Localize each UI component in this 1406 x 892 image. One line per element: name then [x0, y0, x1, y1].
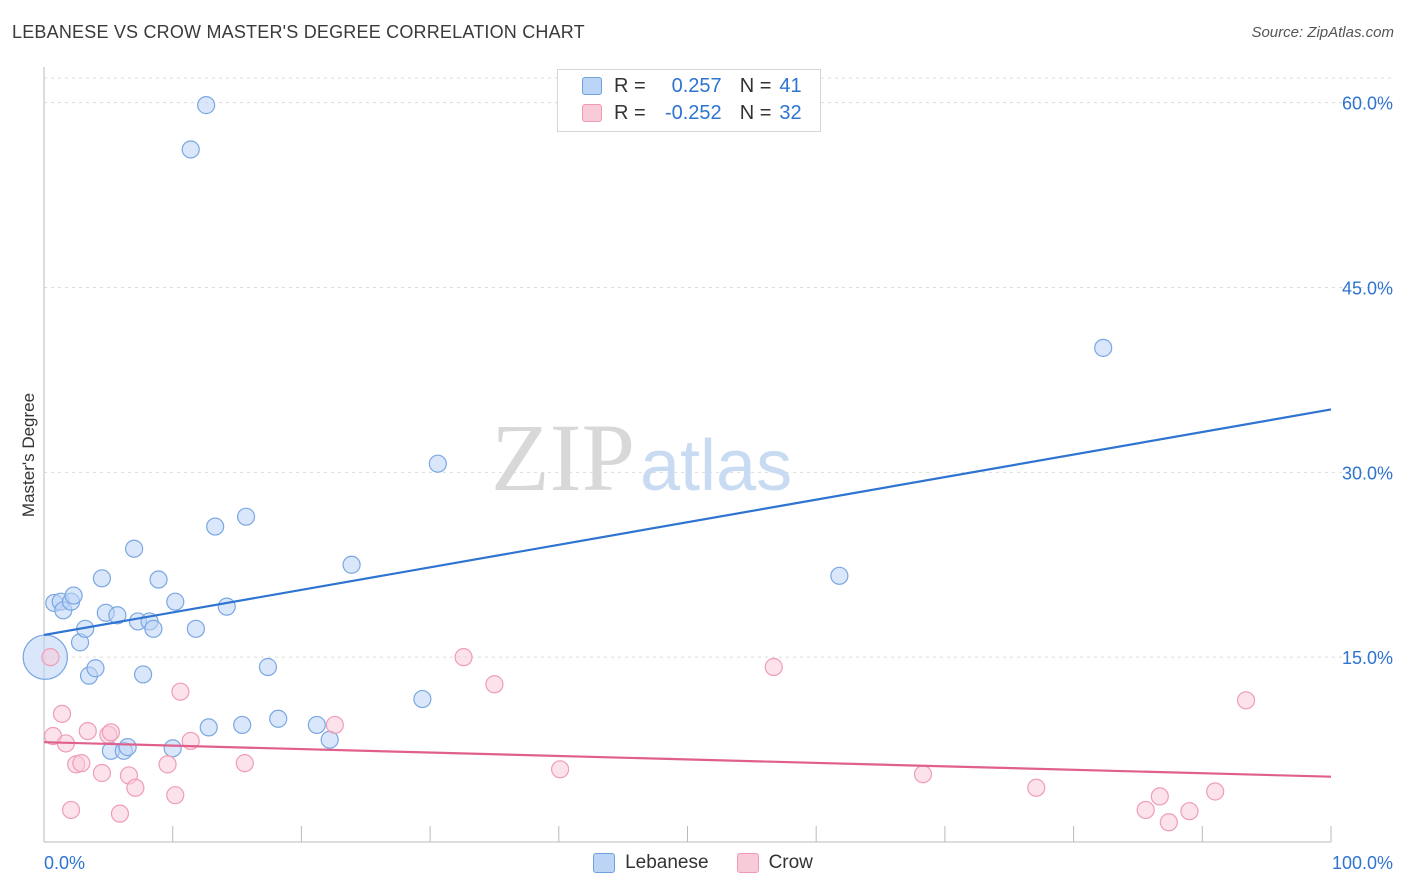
point-lebanese: [124, 539, 144, 558]
y-tick-label: 15.0%: [1342, 648, 1393, 668]
point-crow: [1136, 800, 1155, 820]
point-crow: [1206, 782, 1225, 801]
legend-swatch-lebanese: [582, 77, 602, 95]
watermark-zip: ZIP: [491, 404, 635, 511]
series-swatch-crow: [736, 853, 759, 873]
point-crow: [235, 754, 254, 773]
y-axis-label: Master's Degree: [19, 393, 38, 517]
point-lebanese: [236, 507, 256, 526]
legend-row-lebanese: R = 0.257 N = 41: [582, 74, 802, 98]
point-lebanese: [428, 454, 447, 473]
point-crow: [1027, 778, 1046, 797]
y-tick-label: 30.0%: [1342, 463, 1393, 483]
point-lebanese: [133, 665, 153, 684]
point-crow: [1236, 691, 1256, 710]
point-lebanese: [1094, 338, 1113, 357]
point-crow: [52, 704, 72, 723]
point-lebanese: [342, 555, 361, 574]
point-lebanese: [413, 689, 432, 709]
point-crow: [72, 754, 91, 773]
point-crow: [454, 648, 473, 667]
point-lebanese: [181, 140, 200, 159]
point-lebanese: [186, 619, 205, 638]
point-crow: [913, 765, 933, 784]
point-crow: [171, 682, 190, 701]
point-lebanese: [830, 566, 849, 585]
point-crow: [78, 721, 97, 741]
point-lebanese: [163, 739, 182, 758]
point-crow: [101, 723, 121, 742]
legend-r-label: R =: [614, 74, 646, 97]
x-tick-label-max: 100.0%: [1332, 853, 1393, 873]
series-legend: Lebanese Crow: [0, 852, 1406, 874]
point-lebanese: [269, 709, 288, 728]
point-crow: [1150, 787, 1169, 806]
source-label: Source: ZipAtlas.com: [1251, 24, 1394, 41]
point-lebanese: [144, 619, 163, 638]
point-lebanese: [307, 715, 326, 735]
point-crow: [92, 763, 112, 783]
trendline-lebanese: [43, 408, 1332, 637]
series-legend-crow[interactable]: Crow: [736, 852, 813, 874]
point-lebanese: [197, 96, 216, 115]
point-lebanese: [199, 718, 218, 737]
point-lebanese: [118, 738, 137, 757]
legend-row-crow: R = -0.252 N = 32: [582, 101, 802, 125]
point-lebanese: [233, 715, 252, 735]
legend-n-value: 41: [779, 74, 802, 97]
point-lebanese: [149, 570, 168, 589]
legend-n-value: 32: [779, 101, 802, 124]
correlation-legend: R = 0.257 N = 41 R = -0.252 N = 32: [557, 69, 821, 132]
series-label-lebanese: Lebanese: [625, 852, 709, 873]
point-crow: [325, 715, 344, 735]
legend-r-label: R =: [614, 101, 646, 124]
axes: [43, 67, 1332, 843]
point-lebanese: [108, 606, 127, 625]
point-crow: [166, 786, 185, 805]
legend-r-value: 0.257: [671, 74, 722, 97]
gridlines: [44, 77, 1395, 658]
y-tick-label: 45.0%: [1342, 278, 1393, 298]
point-crow: [485, 675, 504, 694]
point-crow: [61, 800, 81, 820]
x-tick-label-min: 0.0%: [44, 853, 85, 873]
point-crow: [1180, 802, 1199, 821]
point-crow: [1159, 813, 1178, 832]
series-legend-lebanese[interactable]: Lebanese: [593, 852, 709, 874]
point-lebanese: [258, 657, 278, 677]
trendline-crow: [43, 741, 1332, 778]
legend-n-label: N =: [739, 101, 772, 124]
legend-swatch-crow: [582, 104, 602, 122]
y-tick-label: 60.0%: [1342, 94, 1393, 114]
legend-n-label: N =: [739, 74, 772, 97]
point-lebanese: [86, 659, 105, 678]
chart-title: LEBANESE VS CROW MASTER'S DEGREE CORRELA…: [12, 22, 585, 42]
point-lebanese: [64, 586, 83, 605]
point-lebanese: [206, 517, 225, 536]
point-crow: [126, 778, 145, 797]
point-crow: [764, 657, 783, 677]
watermark: ZIP atlas: [491, 404, 792, 511]
point-lebanese: [217, 597, 236, 616]
point-crow: [550, 760, 570, 779]
series-label-crow: Crow: [768, 852, 813, 873]
point-crow: [158, 755, 177, 774]
point-lebanese: [166, 592, 185, 611]
point-crow: [41, 648, 60, 667]
series-swatch-lebanese: [593, 853, 616, 873]
watermark-atlas: atlas: [640, 426, 792, 506]
point-lebanese: [92, 569, 112, 588]
point-crow: [110, 804, 130, 823]
legend-r-value: -0.252: [664, 101, 722, 124]
